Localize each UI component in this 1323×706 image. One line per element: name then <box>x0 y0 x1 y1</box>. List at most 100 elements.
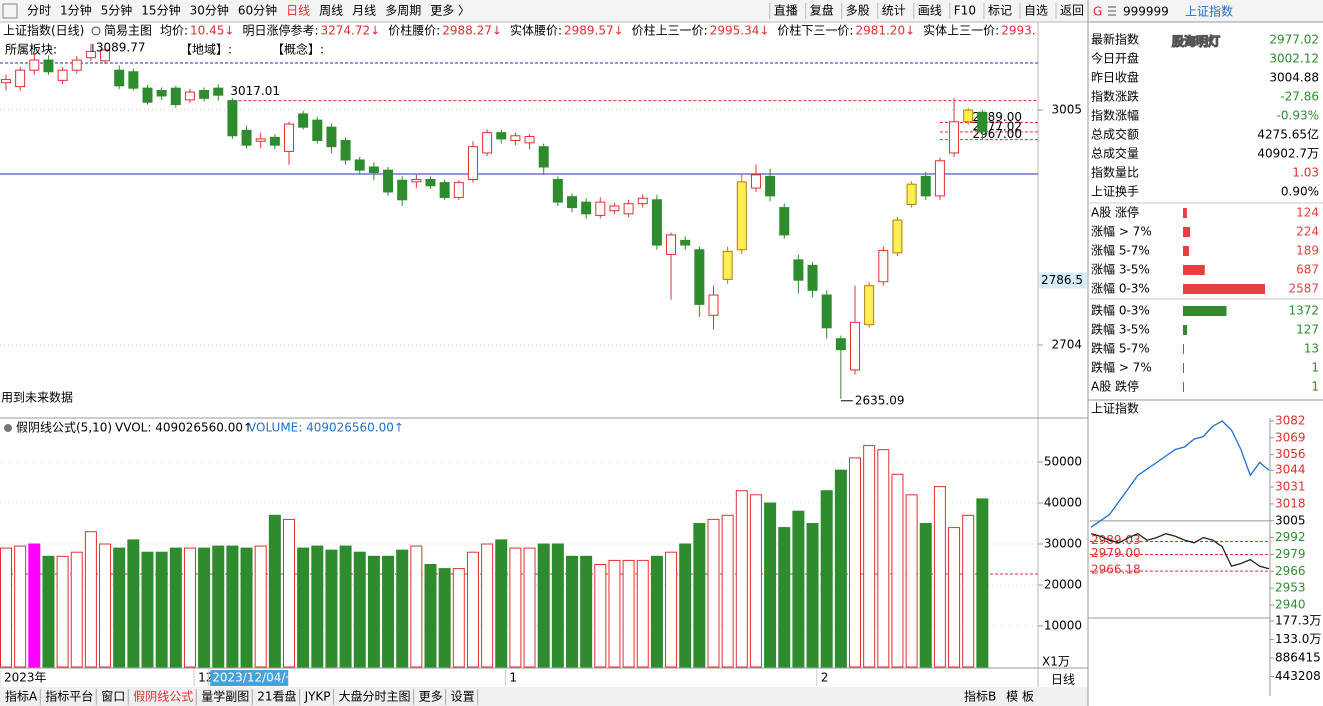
mini-y-tick: 2940 <box>1275 598 1306 612</box>
volume-bar <box>679 543 692 668</box>
tool-button[interactable]: 画线 <box>918 4 942 18</box>
candle-body <box>949 121 960 154</box>
bottom-tab[interactable]: 指标A <box>5 689 38 704</box>
cursor-value: 2786.5 <box>1041 273 1083 287</box>
volume-bar <box>834 469 847 668</box>
info-value: 2981.20↓ <box>855 24 915 38</box>
sector-label: 所属板块: <box>5 43 57 57</box>
period-tab[interactable]: 日线 <box>286 4 310 18</box>
tool-button[interactable]: 返回 <box>1060 4 1084 18</box>
stat-value: 1.03 <box>1292 166 1319 180</box>
toolbar-bg <box>0 0 1323 22</box>
volume-bar <box>141 551 154 668</box>
bottom-tab[interactable]: 21看盘 <box>257 689 296 704</box>
breadth-bar <box>1183 265 1205 275</box>
bottom-tab[interactable]: JYKP <box>304 690 331 704</box>
mini-price-label: 2979.00 <box>1091 546 1141 560</box>
stat-value: 4275.65亿 <box>1257 127 1319 142</box>
price-line-label: 3017.01 <box>230 84 280 98</box>
period-tab[interactable]: 30分钟 <box>190 3 229 18</box>
volume-bar <box>353 551 366 668</box>
volume-bar <box>933 486 946 668</box>
breadth-label: 涨幅 5-7% <box>1091 243 1150 258</box>
volume-bar <box>339 545 352 668</box>
period-tab[interactable]: 周线 <box>319 4 343 18</box>
candle-body <box>510 135 521 141</box>
breadth-bar <box>1183 246 1189 256</box>
info-label: 价柱腰价: <box>388 23 440 38</box>
info-value: 2988.27↓ <box>442 24 502 38</box>
candle-body <box>425 178 436 187</box>
candle-body <box>920 175 931 197</box>
chart-title: 上证指数(日线) <box>3 23 84 38</box>
bottom-tab[interactable]: 量学副图 <box>201 689 249 704</box>
bottom-tab[interactable]: 大盘分时主图 <box>339 689 411 704</box>
tool-button[interactable]: 直播 <box>774 4 798 18</box>
period-tab[interactable]: 5分钟 <box>101 3 133 18</box>
period-tab[interactable]: 1分钟 <box>60 3 92 18</box>
tool-button[interactable]: F10 <box>954 4 976 18</box>
period-tab[interactable]: 分时 <box>27 4 51 18</box>
bottom-tab[interactable]: 窗口 <box>101 690 125 704</box>
candle-body <box>156 90 167 97</box>
toolbar-icon[interactable] <box>2 3 18 19</box>
stat-label: 总成交量 <box>1091 146 1139 161</box>
formula-icon[interactable] <box>4 424 12 432</box>
breadth-label: A股 跌停 <box>1091 379 1139 394</box>
volume-bar <box>891 473 904 668</box>
candle-body <box>467 146 478 180</box>
info-value: 2989.57↓ <box>564 24 624 38</box>
candle-body <box>284 123 294 152</box>
mini-line <box>1090 420 1270 528</box>
mode-icon[interactable] <box>91 26 101 36</box>
tool-button[interactable]: 标记 <box>988 4 1012 18</box>
unit-label: X1万 <box>1042 655 1070 669</box>
volume-bar <box>410 545 423 668</box>
period-tab[interactable]: 月线 <box>352 4 376 18</box>
mode-label: 简易主图 <box>104 24 152 38</box>
period-tab[interactable]: 60分钟 <box>238 3 277 18</box>
tool-button[interactable]: 自选 <box>1024 4 1048 18</box>
breadth-bar <box>1183 344 1184 354</box>
volume-bar <box>778 527 791 668</box>
bottom-tab[interactable]: 假阴线公式 <box>133 690 193 704</box>
volume-bar <box>424 564 437 668</box>
tool-button[interactable]: 统计 <box>882 4 906 18</box>
mini-y-tick: 3044 <box>1275 463 1306 477</box>
period-tab[interactable]: 多周期 <box>385 4 421 18</box>
stat-label: 昨日收盘 <box>1091 70 1139 85</box>
period-tab[interactable]: 15分钟 <box>141 3 180 18</box>
period-tab[interactable]: 更多 〉 <box>430 4 470 18</box>
y-tick-label: 50000 <box>1044 455 1082 469</box>
candle-body <box>538 146 549 168</box>
info-value: 3274.72↓ <box>321 24 381 38</box>
candle-body <box>963 109 974 123</box>
sector-label: 【地域】: <box>180 43 232 57</box>
candle-body <box>878 250 889 283</box>
bottom-tab[interactable]: 指标B <box>964 689 996 704</box>
tool-button[interactable]: 多股 <box>846 4 870 18</box>
breadth-label: 跌幅 > 7% <box>1091 360 1152 375</box>
bottom-tab[interactable]: 模 板 <box>1006 690 1034 704</box>
tool-button[interactable]: 复盘 <box>810 3 834 18</box>
stat-label: 指数量比 <box>1091 165 1139 180</box>
bottom-tab[interactable]: 设置 <box>451 690 475 704</box>
candle-body <box>821 294 832 329</box>
mini-y-tick: 3018 <box>1275 496 1306 510</box>
candle-body <box>609 205 620 212</box>
candle-body <box>595 201 606 216</box>
mini-price-label: 2966.18 <box>1091 563 1141 577</box>
candle-body <box>722 250 733 280</box>
breadth-label: 跌幅 5-7% <box>1091 341 1150 356</box>
volume-bar <box>382 555 395 668</box>
volume-bar <box>56 555 69 668</box>
candle-body <box>779 207 790 236</box>
volume-bar <box>849 457 861 668</box>
menu-icon[interactable] <box>1108 6 1116 16</box>
bottom-tab[interactable]: 更多 <box>419 690 443 704</box>
breadth-value: 224 <box>1296 225 1319 239</box>
period-label[interactable]: 日线 <box>1051 673 1075 687</box>
bottom-tab[interactable]: 指标平台 <box>45 689 93 704</box>
stat-label: 今日开盘 <box>1091 51 1139 66</box>
